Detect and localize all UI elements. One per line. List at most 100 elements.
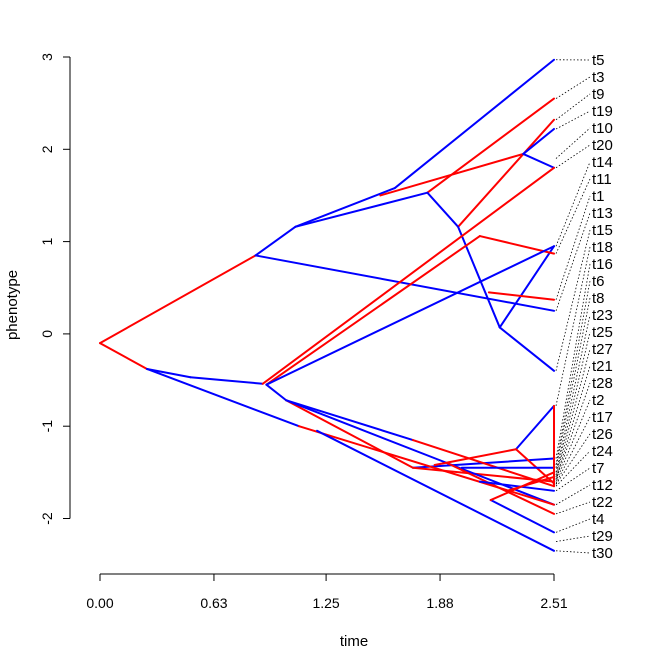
x-tick-label: 2.51 [540,595,567,611]
tree-edge [254,225,297,257]
tree-edge [393,58,555,190]
tree-edge [487,291,555,301]
tree-edge [285,399,414,469]
tree-edge [426,97,555,194]
tip-label: t8 [592,290,605,307]
tree-edges [99,58,555,552]
tip-leader [555,416,591,484]
tip-label: t2 [592,392,605,409]
tip-leader [555,331,591,476]
tip-leader [555,144,591,169]
tip-label: t13 [592,205,613,222]
tree-edge [426,191,460,228]
tree-edge [297,425,555,506]
tip-leader [555,501,591,515]
tip-label: t10 [592,120,613,137]
tree-edge [285,399,449,465]
tree-edge [261,166,555,385]
tree-edge [457,118,555,228]
tip-leader [555,212,591,311]
tree-edge [146,367,300,428]
tree-edge [265,245,555,386]
tip-label: t30 [592,545,613,562]
tip-leader [555,314,591,473]
y-tick-label: 3 [39,53,55,61]
tip-leader [555,535,591,542]
tip-label: t27 [592,341,613,358]
x-tick-label: 0.63 [200,595,227,611]
tip-leader-lines [555,59,591,554]
tip-leader [555,297,591,468]
tree-edge [294,187,396,228]
x-axis: 0.00 0.63 1.25 1.88 2.51 time [86,573,568,650]
tree-edge [189,376,264,385]
tip-leader [555,467,591,492]
tip-label: t6 [592,273,605,290]
tree-edge [99,254,257,345]
y-ticks: -2 -1 0 1 2 3 [39,53,70,525]
tree-edge [457,225,501,329]
tree-edge [498,326,555,372]
tip-label: t15 [592,222,613,239]
tip-leader [555,399,591,482]
tree-edge [294,191,429,228]
tip-leader [555,229,591,371]
tip-leader [555,365,591,479]
tip-leader [555,195,591,300]
tree-edge [515,448,555,485]
y-tick-label: -1 [39,420,55,433]
tip-label: t22 [592,494,613,511]
tip-leader [555,161,591,247]
tip-leader [555,110,591,130]
tip-leader [555,127,591,159]
tip-label: t18 [592,239,613,256]
x-tick-label: 1.25 [312,595,339,611]
x-tick-label: 1.88 [426,595,453,611]
tip-leader [555,518,591,533]
tip-label: t14 [592,154,613,171]
tree-edge [99,342,149,370]
tip-leader [555,348,591,478]
tip-label: t4 [592,511,605,528]
tree-edge [254,254,555,312]
tip-label: t7 [592,460,605,477]
y-tick-label: 2 [39,145,55,153]
tip-label: t3 [592,69,605,86]
y-tick-label: -2 [39,512,55,525]
tree-edge [265,383,288,402]
tip-label: t24 [592,443,613,460]
tree-edge [379,152,525,197]
tip-leader [555,93,591,121]
tip-label: t1 [592,188,605,205]
tip-label: t23 [592,307,613,324]
tip-label: t19 [592,103,613,120]
tip-leader [555,484,591,506]
tree-edge [411,439,555,488]
tip-label: t21 [592,358,613,375]
tip-leader [555,450,591,487]
tree-edge [515,404,555,451]
tip-label: t28 [592,375,613,392]
tip-label: t11 [592,171,612,188]
tree-edge [489,499,555,534]
tree-edge [522,152,555,169]
tip-leader [555,263,591,459]
x-axis-title: time [340,633,368,650]
tip-leader [555,382,591,480]
y-tick-label: 1 [39,237,55,245]
tip-leader [555,246,591,406]
tree-edge [146,367,192,379]
tree-edge [478,480,555,492]
x-tick-label: 0.00 [86,595,113,611]
tip-label: t5 [592,52,605,69]
y-axis-title: phenotype [4,270,21,340]
tip-label: t16 [592,256,613,273]
tip-leader [555,76,591,99]
x-ticks: 0.00 0.63 1.25 1.88 2.51 [86,574,568,611]
tip-labels: t5t3t9t19t10t20t14t11t1t13t15t18t16t6t8t… [592,52,613,562]
tip-label: t17 [592,409,613,426]
tree-edge [505,475,555,492]
tree-edge [478,235,555,255]
tip-label: t29 [592,528,613,545]
